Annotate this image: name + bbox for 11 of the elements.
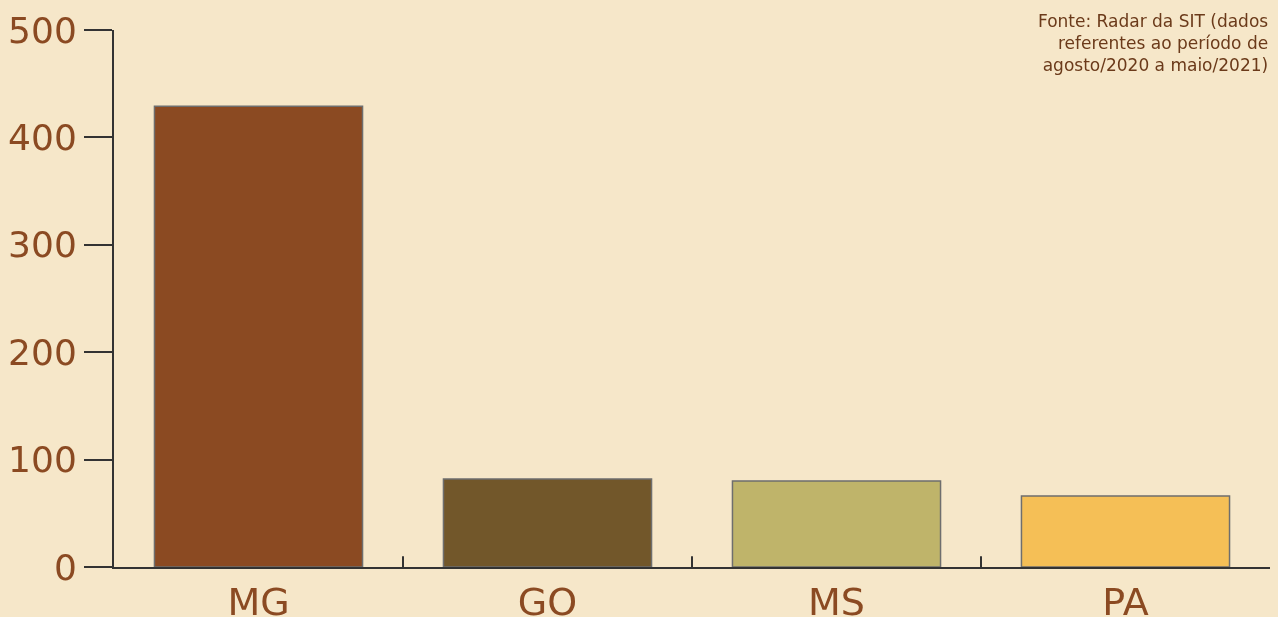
annotation: Fonte: Radar da SIT (dados referentes ao período de agosto/2020 a maio/2021)	[1038, 11, 1269, 76]
y-tick-label: 200	[8, 331, 77, 373]
y-tick-label: 400	[8, 117, 77, 158]
y-tick-label: 500	[8, 9, 77, 51]
x-tick-label: MS	[808, 579, 865, 617]
x-tick-label: PA	[1102, 579, 1149, 617]
x-tick-label: MG	[227, 579, 290, 617]
y-tick-label: 0	[53, 546, 77, 588]
x-tick-label: GO	[517, 579, 578, 617]
y-tick-label: 100	[8, 439, 77, 481]
y-tick-label: 300	[8, 224, 77, 266]
